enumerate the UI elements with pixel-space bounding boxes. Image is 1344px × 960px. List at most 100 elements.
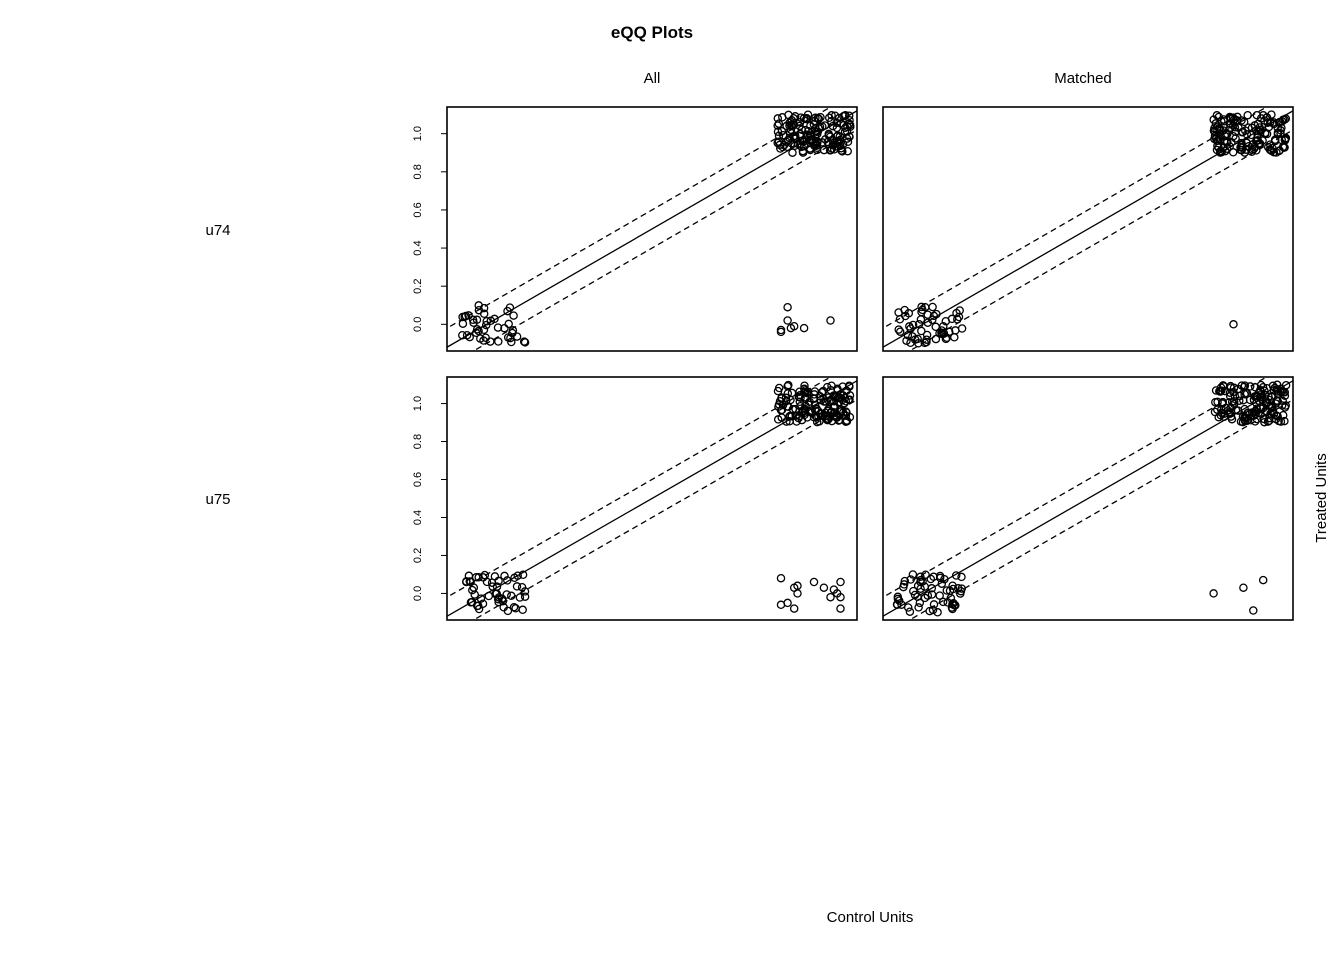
data-point [1216, 387, 1225, 396]
data-point [493, 323, 503, 332]
data-point [1250, 142, 1259, 152]
chart-title: eQQ Plots [611, 23, 693, 42]
data-point [1235, 396, 1244, 405]
data-point [1263, 118, 1272, 127]
data-point [893, 594, 903, 604]
data-point [482, 577, 492, 587]
data-point [499, 603, 508, 612]
data-point [1212, 111, 1222, 120]
data-point [1239, 583, 1248, 592]
data-point [945, 586, 955, 595]
data-point [839, 111, 848, 121]
data-point [515, 593, 525, 602]
data-point [1260, 417, 1269, 427]
data-point [895, 315, 905, 324]
data-point [827, 381, 836, 390]
data-point [802, 130, 811, 139]
data-point [835, 393, 845, 402]
data-point [903, 603, 913, 612]
data-point [777, 413, 786, 422]
data-point [832, 589, 842, 598]
lower-band-line-u75-all [472, 399, 857, 620]
data-point [788, 148, 797, 157]
data-point [838, 139, 848, 149]
upper-band-line-u74-all [447, 107, 832, 329]
data-point [1218, 399, 1227, 408]
data-point [1277, 117, 1287, 126]
data-point [789, 321, 799, 331]
data-point [464, 311, 473, 320]
data-point [1209, 126, 1219, 135]
data-point [1243, 110, 1252, 120]
data-point [948, 600, 957, 609]
data-point [913, 581, 923, 591]
data-point [509, 311, 518, 320]
data-point [1215, 125, 1224, 134]
data-point [906, 338, 915, 348]
data-point [899, 582, 908, 592]
data-point [951, 571, 961, 580]
data-point [472, 325, 482, 334]
data-point [908, 320, 918, 330]
data-point [789, 121, 798, 130]
data-point [913, 592, 922, 601]
data-point [1213, 397, 1222, 407]
data-point [914, 603, 923, 612]
data-point [506, 333, 515, 343]
data-point [806, 145, 815, 155]
data-point [783, 302, 792, 312]
data-point [827, 111, 836, 120]
data-point [843, 137, 853, 147]
data-point [517, 582, 527, 592]
data-point [812, 404, 821, 413]
data-point [908, 570, 918, 579]
data-point [1250, 383, 1260, 392]
data-point [512, 582, 522, 591]
data-point [1225, 142, 1234, 151]
data-point [845, 412, 855, 422]
data-point [929, 311, 939, 321]
data-point [783, 316, 792, 325]
data-point [466, 598, 476, 607]
data-point [783, 598, 792, 608]
data-point [1226, 123, 1235, 132]
data-point [895, 327, 905, 336]
data-point [826, 145, 836, 155]
panel-u74-all: 0.0 0.2 0.4 0.6 0.8 1.0 [412, 106, 858, 352]
data-point [844, 132, 854, 141]
data-point [920, 302, 930, 312]
data-point [504, 319, 513, 329]
data-point [949, 599, 958, 608]
data-point [502, 590, 511, 599]
data-point [1245, 395, 1255, 405]
data-point [844, 381, 854, 391]
data-point [1258, 382, 1268, 392]
data-point [784, 380, 793, 390]
data-point [1258, 575, 1268, 585]
data-point [833, 131, 843, 140]
panel-u75-all: 0.0 0.2 0.4 0.6 0.8 1.0 [412, 376, 858, 621]
data-point [793, 589, 802, 598]
y-tick-label: 0.2 [412, 279, 424, 294]
data-point [832, 392, 841, 402]
data-point [916, 572, 925, 582]
data-point [815, 417, 824, 426]
points-u75-all [462, 380, 855, 616]
data-point [1253, 130, 1262, 140]
data-point [1280, 115, 1289, 124]
data-point [474, 326, 483, 336]
data-point [507, 591, 516, 601]
y-tick-label: 0.0 [412, 586, 424, 601]
data-point [1265, 145, 1275, 154]
data-point [778, 113, 787, 122]
data-point [932, 309, 941, 319]
data-point [929, 600, 939, 609]
data-point [795, 411, 804, 421]
data-point [1250, 417, 1260, 426]
data-point [942, 586, 952, 595]
points-u75-matched [892, 380, 1291, 617]
data-point [803, 387, 813, 397]
data-point [1242, 130, 1252, 139]
data-point [1217, 147, 1226, 157]
x-axis-title: Control Units [827, 909, 914, 926]
